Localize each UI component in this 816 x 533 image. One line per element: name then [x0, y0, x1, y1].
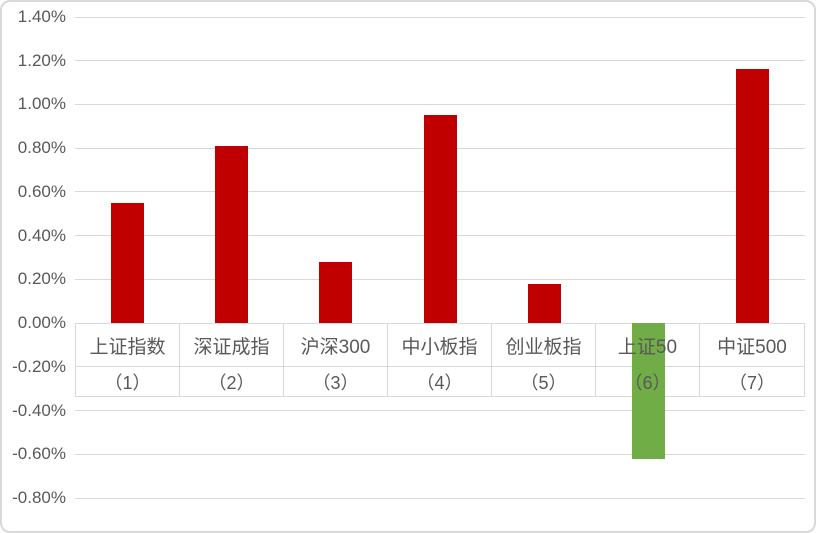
- category-number-label: （7）: [728, 372, 775, 393]
- category-number-label: （3）: [312, 372, 359, 393]
- y-axis-tick-label: 0.20%: [17, 269, 66, 289]
- category-number-cell: （3）: [284, 367, 388, 396]
- bar-1-上证指数: [110, 202, 144, 324]
- category-name-cell: 中小板指: [388, 324, 492, 367]
- category-number-cell: （6）: [596, 367, 700, 396]
- category-number-label: （4）: [416, 372, 463, 393]
- category-number-cell: （4）: [388, 367, 492, 396]
- gridline: [75, 497, 805, 499]
- category-name-label: 上证50: [617, 336, 678, 358]
- y-axis-tick-label: 0.40%: [17, 225, 66, 245]
- category-name-cell: 上证指数: [76, 324, 180, 367]
- y-axis-tick-label: 1.00%: [17, 94, 66, 114]
- y-axis-tick-label: 1.20%: [17, 50, 66, 70]
- y-axis-tick-label: -0.40%: [12, 400, 66, 420]
- category-name-label: 深证成指: [193, 336, 270, 358]
- y-axis-tick-label: 0.60%: [17, 181, 66, 201]
- y-axis-tick-label: -0.80%: [12, 488, 66, 507]
- bar-6-上证50: [632, 323, 666, 459]
- bar-4-中小板指: [423, 115, 457, 324]
- category-name-label: 沪深300: [300, 336, 371, 358]
- category-number-cell: （1）: [76, 367, 180, 396]
- bar-3-沪深300: [319, 261, 353, 324]
- category-name-label: 创业板指: [505, 336, 582, 358]
- y-axis-tick-label: -0.20%: [12, 356, 66, 376]
- category-number-label: （2）: [208, 372, 255, 393]
- y-axis-tick-label: 1.40%: [17, 7, 66, 26]
- gridline: [75, 16, 805, 18]
- bar-7-中证500: [736, 69, 770, 324]
- category-number-cell: （5）: [492, 367, 596, 396]
- gridline: [75, 410, 805, 412]
- gridline: [75, 453, 805, 455]
- category-name-cell: 中证500: [700, 324, 804, 367]
- gridline: [75, 60, 805, 62]
- gridline: [75, 103, 805, 105]
- category-number-label: （5）: [520, 372, 567, 393]
- category-name-label: 中小板指: [401, 336, 478, 358]
- category-name-cell: 深证成指: [180, 324, 284, 367]
- bar-5-创业板指: [527, 283, 561, 324]
- y-axis-tick-label: -0.60%: [12, 444, 66, 464]
- bar-2-深证成指: [214, 145, 248, 324]
- category-name-label: 中证500: [717, 336, 787, 358]
- y-axis-tick-label: 0.80%: [17, 138, 66, 158]
- category-number-cell: （7）: [700, 367, 804, 396]
- category-number-label: （6）: [624, 372, 671, 393]
- y-axis-tick-label: 0.00%: [17, 313, 66, 333]
- category-name-label: 上证指数: [89, 336, 166, 358]
- category-axis-table: 上证指数 深证成指 沪深300 中小板指 创业板指 上证50 中证500 （1） （2） （3） （…: [75, 323, 805, 397]
- category-name-cell: 沪深300: [284, 324, 388, 367]
- category-name-cell: 创业板指: [492, 324, 596, 367]
- category-number-label: （1）: [104, 372, 151, 393]
- category-number-cell: （2）: [180, 367, 284, 396]
